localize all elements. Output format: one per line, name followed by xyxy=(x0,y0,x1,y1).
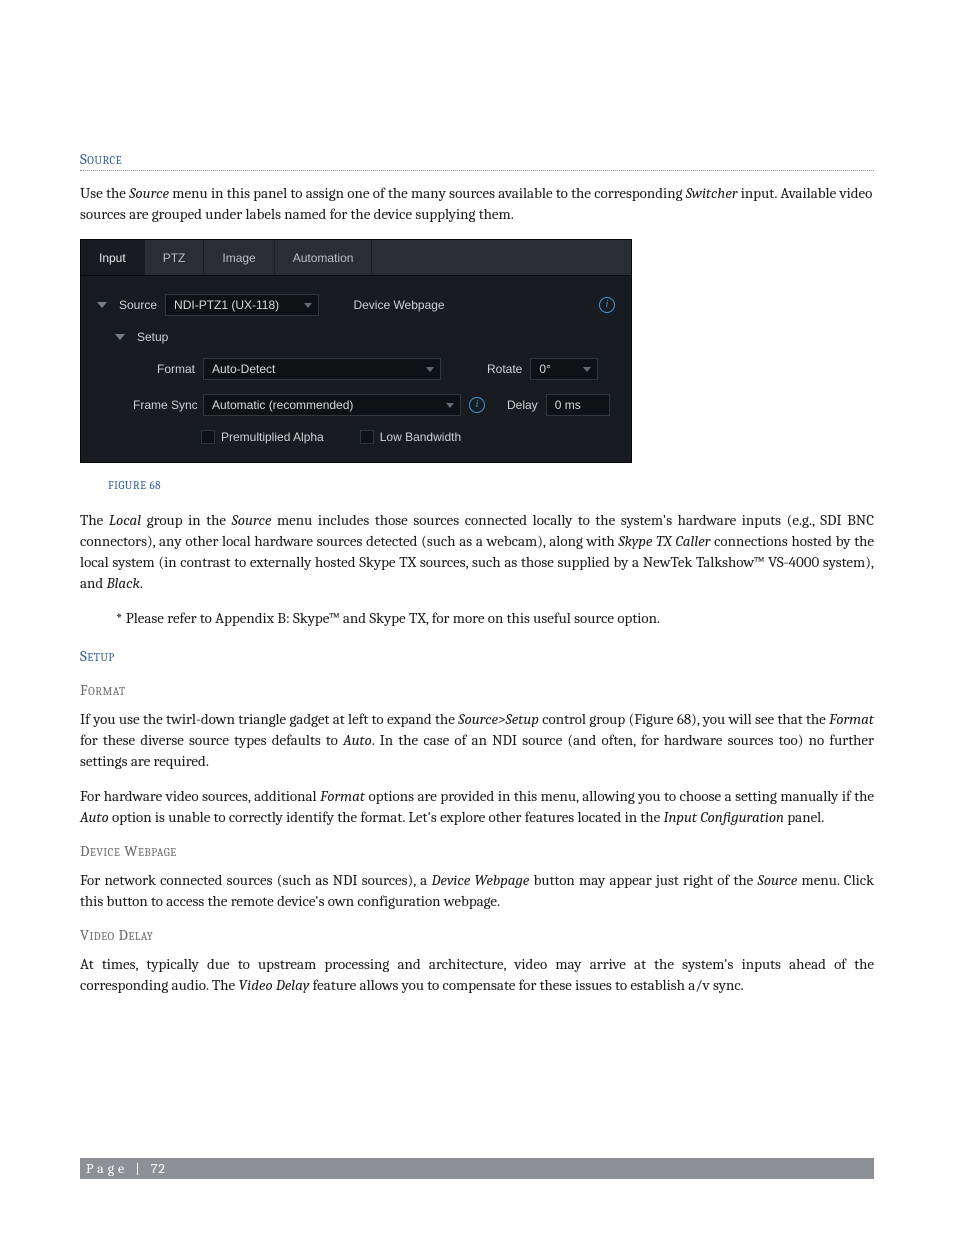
text: For hardware video sources, additional xyxy=(80,787,320,805)
checkbox-icon xyxy=(201,430,215,444)
text-italic: Switcher xyxy=(686,184,738,202)
note-appendix: * Please refer to Appendix B: Skype™ and… xyxy=(116,608,874,629)
heading-device-webpage: Device Webpage xyxy=(80,842,874,860)
heading-source: Source xyxy=(80,150,874,171)
page-footer: Page | 72 xyxy=(80,1158,874,1179)
text: panel. xyxy=(784,808,824,826)
low-bandwidth-checkbox[interactable]: Low Bandwidth xyxy=(360,430,461,444)
setup-row: Setup xyxy=(115,330,615,344)
rotate-dropdown-value: 0° xyxy=(539,362,550,376)
text-italic: Format xyxy=(829,710,874,728)
text: menu in this panel to assign one of the … xyxy=(169,184,686,202)
text: . xyxy=(140,574,143,592)
text-italic: Skype TX Caller xyxy=(618,532,710,550)
framesync-dropdown[interactable]: Automatic (recommended) xyxy=(203,394,461,416)
text-italic: Input Configuration xyxy=(664,808,785,826)
text: For network connected sources (such as N… xyxy=(80,871,431,889)
paragraph-source-intro: Use the Source menu in this panel to ass… xyxy=(80,183,874,225)
tab-ptz[interactable]: PTZ xyxy=(145,240,205,275)
format-dropdown[interactable]: Auto-Detect xyxy=(203,358,441,380)
text: feature allows you to compensate for the… xyxy=(309,976,743,994)
framesync-row: Frame Sync Automatic (recommended) i Del… xyxy=(133,394,615,416)
twirl-source-icon[interactable] xyxy=(97,302,107,308)
heading-video-delay: Video Delay xyxy=(80,926,874,944)
rotate-label: Rotate xyxy=(487,362,522,376)
format-row: Format Auto-Detect Rotate 0° xyxy=(133,358,615,380)
info-icon[interactable]: i xyxy=(469,397,485,413)
text-italic: Auto xyxy=(80,808,109,826)
framesync-dropdown-value: Automatic (recommended) xyxy=(212,398,353,412)
source-dropdown[interactable]: NDI-PTZ1 (UX-118) xyxy=(165,294,319,316)
text: for these diverse source types defaults … xyxy=(80,731,343,749)
low-bandwidth-label: Low Bandwidth xyxy=(380,430,461,444)
source-dropdown-value: NDI-PTZ1 (UX-118) xyxy=(174,298,279,312)
text: If you use the twirl-down triangle gadge… xyxy=(80,710,458,728)
twirl-setup-icon[interactable] xyxy=(115,334,125,340)
text-italic: Source>Setup xyxy=(458,710,539,728)
text-italic: Video Delay xyxy=(238,976,309,994)
source-row: Source NDI-PTZ1 (UX-118) Device Webpage … xyxy=(97,294,615,316)
chevron-down-icon xyxy=(304,303,312,308)
format-label: Format xyxy=(133,362,195,376)
heading-format: Format xyxy=(80,681,874,699)
paragraph-device-webpage: For network connected sources (such as N… xyxy=(80,870,874,912)
chevron-down-icon xyxy=(446,403,454,408)
text-italic: Local xyxy=(109,511,141,529)
text: control group (Figure 68), you will see … xyxy=(539,710,829,728)
text-italic: Format xyxy=(320,787,365,805)
delay-label: Delay xyxy=(507,398,538,412)
text-italic: Auto xyxy=(343,731,372,749)
device-webpage-button[interactable]: Device Webpage xyxy=(353,298,444,312)
text: The xyxy=(80,511,109,529)
rotate-dropdown[interactable]: 0° xyxy=(530,358,598,380)
premultiplied-alpha-label: Premultiplied Alpha xyxy=(221,430,324,444)
delay-value: 0 ms xyxy=(555,398,581,412)
delay-input[interactable]: 0 ms xyxy=(546,394,610,416)
text-italic: Source xyxy=(129,184,169,202)
paragraph-format-2: For hardware video sources, additional F… xyxy=(80,786,874,828)
checkbox-icon xyxy=(360,430,374,444)
text: group in the xyxy=(141,511,231,529)
premultiplied-alpha-checkbox[interactable]: Premultiplied Alpha xyxy=(201,430,324,444)
input-config-panel: Input PTZ Image Automation Source NDI-PT… xyxy=(80,239,632,463)
text-italic: Source xyxy=(758,871,798,889)
checkbox-row: Premultiplied Alpha Low Bandwidth xyxy=(201,430,615,444)
text: button may appear just right of the xyxy=(529,871,757,889)
footer-sep: | xyxy=(128,1160,151,1177)
chevron-down-icon xyxy=(583,367,591,372)
tab-automation[interactable]: Automation xyxy=(275,240,373,275)
tab-input[interactable]: Input xyxy=(81,240,145,275)
tab-image[interactable]: Image xyxy=(204,240,274,275)
paragraph-local-group: The Local group in the Source menu inclu… xyxy=(80,510,874,594)
text-italic: Device Webpage xyxy=(431,871,529,889)
paragraph-video-delay: At times, typically due to upstream proc… xyxy=(80,954,874,996)
source-label: Source xyxy=(119,298,157,312)
paragraph-format-1: If you use the twirl-down triangle gadge… xyxy=(80,709,874,772)
tab-bar: Input PTZ Image Automation xyxy=(81,240,631,276)
text: options are provided in this menu, allow… xyxy=(365,787,874,805)
text-italic: Source xyxy=(232,511,272,529)
chevron-down-icon xyxy=(426,367,434,372)
text-italic: Black xyxy=(107,574,140,592)
setup-label: Setup xyxy=(137,330,168,344)
footer-page-number: 72 xyxy=(151,1160,166,1177)
framesync-label: Frame Sync xyxy=(133,398,195,412)
text: Use the xyxy=(80,184,129,202)
footer-page-word: Page xyxy=(86,1160,128,1177)
info-icon[interactable]: i xyxy=(599,297,615,313)
figure-caption: FIGURE 68 xyxy=(108,479,874,492)
heading-setup: Setup xyxy=(80,647,874,667)
text: option is unable to correctly identify t… xyxy=(109,808,664,826)
format-dropdown-value: Auto-Detect xyxy=(212,362,275,376)
